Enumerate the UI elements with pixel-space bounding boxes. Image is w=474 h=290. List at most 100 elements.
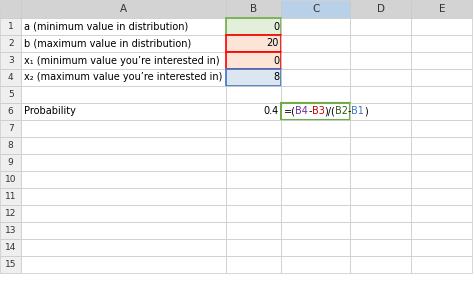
Bar [21, 205, 226, 222]
Bar [411, 222, 473, 239]
Bar [411, 171, 473, 188]
Text: 2: 2 [8, 39, 14, 48]
Bar [411, 103, 473, 120]
Text: A: A [120, 4, 128, 14]
Bar [226, 171, 282, 188]
Bar [0, 0, 21, 18]
Bar [21, 35, 226, 52]
Bar [0, 35, 21, 52]
Bar [282, 205, 350, 222]
Text: 12: 12 [5, 209, 17, 218]
Bar [226, 52, 282, 69]
Bar [411, 18, 473, 35]
Bar [282, 103, 350, 120]
Bar [350, 171, 411, 188]
Bar [411, 154, 473, 171]
Bar [0, 154, 21, 171]
Bar [411, 256, 473, 273]
Text: B3: B3 [311, 106, 325, 117]
Bar [226, 69, 282, 86]
Bar [282, 154, 350, 171]
Bar [282, 52, 350, 69]
Bar [350, 69, 411, 86]
Bar [411, 205, 473, 222]
Text: E: E [438, 4, 445, 14]
Bar [350, 86, 411, 103]
Bar [282, 0, 350, 18]
Bar [0, 52, 21, 69]
Text: 13: 13 [5, 226, 17, 235]
Bar [226, 120, 282, 137]
Bar [21, 0, 226, 18]
Bar [282, 103, 350, 120]
Bar [21, 239, 226, 256]
Text: 4: 4 [8, 73, 14, 82]
Bar [350, 256, 411, 273]
Bar [411, 69, 473, 86]
Bar [0, 137, 21, 154]
Bar [21, 137, 226, 154]
Bar [226, 137, 282, 154]
Bar [21, 120, 226, 137]
Bar [350, 205, 411, 222]
Bar [226, 18, 282, 35]
Text: =(: =( [283, 106, 296, 117]
Bar [350, 52, 411, 69]
Text: 8: 8 [8, 141, 14, 150]
Bar [226, 35, 282, 52]
Bar [21, 154, 226, 171]
Bar [411, 137, 473, 154]
Bar [226, 103, 282, 120]
Bar [0, 103, 21, 120]
Text: 0: 0 [273, 21, 279, 32]
Text: 11: 11 [5, 192, 17, 201]
Bar [350, 18, 411, 35]
Bar [0, 188, 21, 205]
Bar [282, 256, 350, 273]
Bar [411, 188, 473, 205]
Bar [226, 18, 282, 35]
Bar [282, 86, 350, 103]
Text: 7: 7 [8, 124, 14, 133]
Bar [411, 0, 473, 18]
Text: x₁ (minimum value you’re interested in): x₁ (minimum value you’re interested in) [25, 55, 220, 66]
Text: Probability: Probability [25, 106, 76, 117]
Bar [350, 222, 411, 239]
Text: )/(: )/( [324, 106, 335, 117]
Bar [226, 52, 282, 69]
Bar [350, 120, 411, 137]
Bar [0, 205, 21, 222]
Text: ): ) [364, 106, 368, 117]
Bar [411, 52, 473, 69]
Bar [350, 239, 411, 256]
Bar [282, 137, 350, 154]
Text: B2: B2 [335, 106, 348, 117]
Text: x₂ (maximum value you’re interested in): x₂ (maximum value you’re interested in) [25, 72, 223, 82]
Text: 6: 6 [8, 107, 14, 116]
Bar [0, 171, 21, 188]
Bar [282, 239, 350, 256]
Bar [226, 205, 282, 222]
Text: 8: 8 [273, 72, 279, 82]
Text: C: C [312, 4, 319, 14]
Bar [226, 0, 282, 18]
Text: 9: 9 [8, 158, 14, 167]
Bar [0, 120, 21, 137]
Bar [226, 188, 282, 205]
Bar [0, 256, 21, 273]
Text: 3: 3 [8, 56, 14, 65]
Bar [282, 222, 350, 239]
Text: 15: 15 [5, 260, 17, 269]
Bar [282, 18, 350, 35]
Bar [0, 222, 21, 239]
Bar [350, 103, 411, 120]
Text: B: B [250, 4, 257, 14]
Bar [411, 86, 473, 103]
Bar [21, 86, 226, 103]
Text: D: D [377, 4, 385, 14]
Text: 0: 0 [273, 55, 279, 66]
Text: a (minimum value in distribution): a (minimum value in distribution) [25, 21, 189, 32]
Bar [350, 137, 411, 154]
Bar [0, 69, 21, 86]
Bar [21, 18, 226, 35]
